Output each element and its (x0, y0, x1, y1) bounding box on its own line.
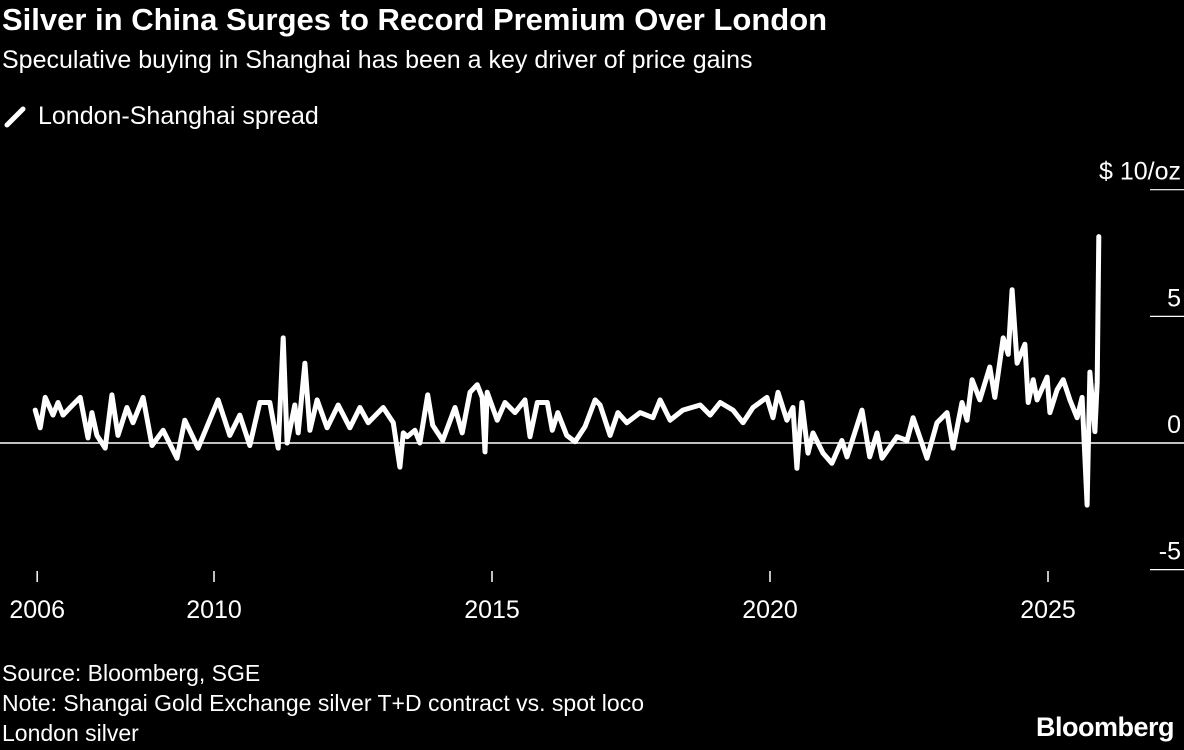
x-tick-label: 2015 (464, 596, 520, 624)
source-note: Source: Bloomberg, SGE (2, 660, 261, 686)
chart-subtitle: Speculative buying in Shanghai has been … (2, 46, 753, 74)
x-tick-label: 2006 (9, 596, 65, 624)
footnote-line-1: Note: Shangai Gold Exchange silver T+D c… (2, 690, 644, 716)
legend-label: London-Shanghai spread (38, 102, 319, 130)
x-tick-label: 2025 (1020, 596, 1076, 624)
y-tick-label: $ 10/oz (1099, 158, 1181, 186)
footnote-line-2: London silver (2, 720, 139, 746)
series-line-london-shanghai-spread (32, 234, 1102, 508)
y-tick-label: 0 (1167, 411, 1181, 439)
y-tick-label: 5 (1167, 284, 1181, 312)
legend: London-Shanghai spread (4, 102, 319, 131)
chart-title: Silver in China Surges to Record Premium… (2, 2, 828, 37)
y-tick-label: -5 (1159, 538, 1181, 566)
x-tick-label: 2020 (742, 596, 798, 624)
line-chart: $ 10/oz 5 0 -5 2006 2010 2015 2020 2025 (0, 158, 1184, 624)
x-tick-label: 2010 (186, 596, 242, 624)
legend-line-icon (4, 106, 26, 127)
bloomberg-logo: Bloomberg (1035, 712, 1175, 742)
